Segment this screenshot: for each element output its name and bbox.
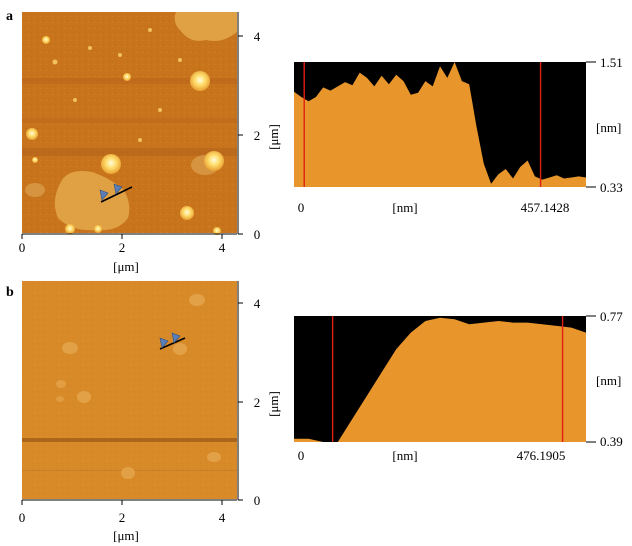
- panel-a-ylabel: [μm]: [266, 124, 281, 150]
- panel-b-xtick-2: 2: [119, 510, 126, 525]
- panel-a-profile-yunit: [nm]: [596, 120, 621, 135]
- panel-b-afm-image: [22, 281, 237, 499]
- panel-b-afm-axes: [21, 281, 243, 505]
- panel-b-xtick-0: 0: [19, 510, 26, 525]
- panel-a-afm-axes: [21, 12, 243, 239]
- panel-a-profile-xend: 457.1428: [521, 200, 570, 215]
- panel-a-label: a: [6, 9, 13, 24]
- panel-b-profile-ybottom: 0.39: [600, 434, 623, 449]
- panel-a-ytick-0: 0: [254, 227, 261, 242]
- panel-b-xtick-4: 4: [219, 510, 226, 525]
- panel-b-label: b: [6, 285, 14, 300]
- panel-a-xtick-2: 2: [119, 240, 126, 255]
- panel-b-profile-area: [294, 317, 586, 442]
- panel-b-xlabel: [μm]: [113, 528, 139, 543]
- panel-b-ytick-4: 4: [254, 296, 261, 311]
- panel-b-ytick-0: 0: [254, 493, 261, 508]
- panel-a-xlabel: [μm]: [113, 259, 139, 274]
- panel-b-ytick-2: 2: [254, 395, 261, 410]
- panel-a-profile-ytop: 1.51: [600, 55, 623, 70]
- panel-b-profile-plot: [294, 315, 596, 443]
- panel-a-profile-xstart: 0: [298, 200, 305, 215]
- panel-a-profile-xunit: [nm]: [392, 200, 417, 215]
- panel-a-profile-ybottom: 0.33: [600, 180, 623, 195]
- panel-a-ytick-4: 4: [254, 29, 261, 44]
- panel-a-afm-image: [22, 12, 237, 235]
- panel-b-profile-xstart: 0: [298, 448, 305, 463]
- panel-b-profile-xunit: [nm]: [392, 448, 417, 463]
- panel-a-ytick-2: 2: [254, 128, 261, 143]
- panel-a-scan-line-marker: [99, 183, 133, 203]
- panel-b-profile-ytop: 0.77: [600, 309, 623, 324]
- panel-b-profile-yunit: [nm]: [596, 373, 621, 388]
- panel-b-ylabel: [μm]: [266, 391, 281, 417]
- panel-b-scan-line-marker: [159, 332, 186, 350]
- panel-a-xtick-4: 4: [219, 240, 226, 255]
- panel-a-profile-plot: [294, 61, 596, 188]
- panel-b-profile-xend: 476.1905: [517, 448, 566, 463]
- panel-a-xtick-0: 0: [19, 240, 26, 255]
- panel-a-profile-area: [294, 62, 586, 187]
